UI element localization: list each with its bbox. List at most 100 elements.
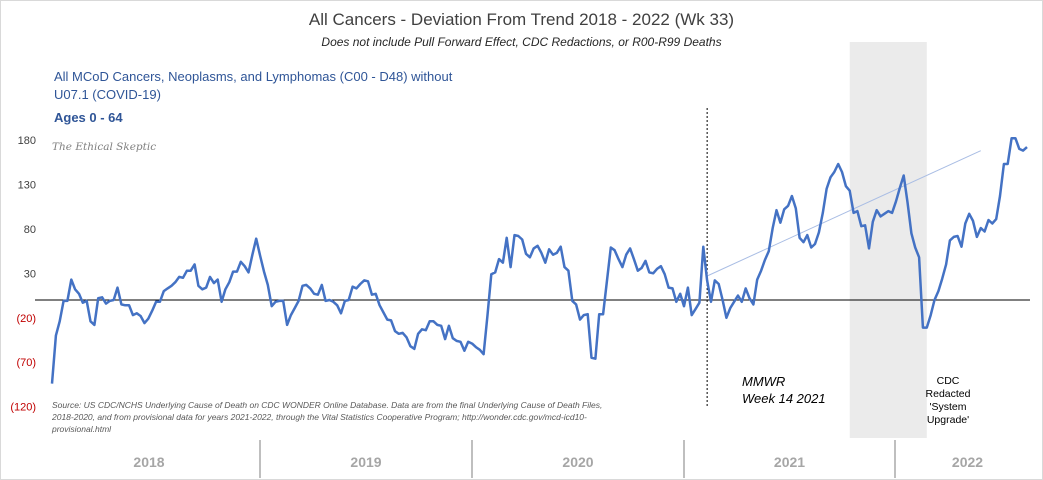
data-point: [367, 280, 369, 282]
data-point: [221, 301, 223, 303]
x-year-label: 2020: [562, 454, 593, 470]
data-point: [787, 205, 789, 207]
data-point: [59, 320, 61, 322]
data-point: [964, 223, 966, 225]
data-point: [914, 247, 916, 249]
data-point: [799, 237, 801, 239]
data-point: [182, 277, 184, 279]
data-point: [833, 171, 835, 173]
data-point: [687, 287, 689, 289]
data-point: [598, 313, 600, 315]
data-point: [382, 311, 384, 313]
y-tick-label: (70): [16, 357, 36, 369]
data-point: [961, 246, 963, 248]
x-year-label: 2022: [952, 454, 983, 470]
data-point: [849, 190, 851, 192]
data-point: [625, 254, 627, 256]
data-point: [201, 288, 203, 290]
data-point: [251, 254, 253, 256]
data-point: [55, 335, 57, 337]
data-point: [594, 358, 596, 360]
data-point: [255, 238, 257, 240]
data-point: [991, 223, 993, 225]
data-point: [976, 236, 978, 238]
data-point: [379, 304, 381, 306]
data-point: [695, 308, 697, 310]
data-point: [768, 250, 770, 252]
x-year-label: 2018: [133, 454, 164, 470]
data-point: [471, 343, 473, 345]
data-point: [529, 256, 531, 258]
data-point: [741, 301, 743, 303]
data-point: [968, 213, 970, 215]
data-point: [760, 270, 762, 272]
data-point: [883, 213, 885, 215]
mmwr-line-1: MMWR: [742, 374, 786, 389]
data-point: [710, 301, 712, 303]
data-point: [332, 301, 334, 303]
data-point: [806, 234, 808, 236]
data-point: [224, 288, 226, 290]
data-point: [510, 266, 512, 268]
data-point: [641, 267, 643, 269]
data-point: [359, 283, 361, 285]
data-point: [575, 303, 577, 305]
data-point: [664, 273, 666, 275]
cdc-line-4: Upgrade': [926, 414, 970, 426]
data-point: [475, 346, 477, 348]
data-point: [321, 284, 323, 286]
data-point: [463, 350, 465, 352]
data-point: [163, 290, 165, 292]
data-point: [406, 336, 408, 338]
data-point: [668, 287, 670, 289]
data-point: [375, 293, 377, 295]
data-point: [124, 304, 126, 306]
data-point: [290, 314, 292, 316]
data-point: [228, 281, 230, 283]
data-point: [672, 287, 674, 289]
data-point: [579, 319, 581, 321]
data-point: [945, 263, 947, 265]
data-point: [810, 247, 812, 249]
data-point: [918, 256, 920, 258]
data-point: [1018, 148, 1020, 150]
data-point: [217, 279, 219, 281]
data-point: [413, 348, 415, 350]
data-point: [132, 314, 134, 316]
y-tick-label: 180: [18, 135, 36, 147]
chart-title: All Cancers - Deviation From Trend 2018 …: [308, 10, 735, 29]
source-note: Source: US CDC/NCHS Underlying Cause of …: [52, 400, 603, 434]
watermark: The Ethical Skeptic: [52, 141, 157, 153]
data-point: [483, 353, 485, 355]
data-point: [995, 218, 997, 220]
cdc-line-1: CDC: [936, 375, 960, 387]
data-point: [390, 319, 392, 321]
data-point: [706, 279, 708, 281]
data-point: [278, 300, 280, 302]
data-point: [487, 314, 489, 316]
data-point: [352, 286, 354, 288]
data-point: [236, 271, 238, 273]
data-point: [205, 287, 207, 289]
data-point: [93, 324, 95, 326]
data-point: [903, 175, 905, 177]
data-point: [972, 220, 974, 222]
data-point: [621, 266, 623, 268]
y-tick-label: 30: [24, 268, 36, 280]
data-point: [552, 254, 554, 256]
data-point: [776, 209, 778, 211]
data-point: [749, 297, 751, 299]
data-point: [691, 314, 693, 316]
data-point: [718, 283, 720, 285]
data-point: [302, 285, 304, 287]
data-point: [159, 301, 161, 303]
data-point: [86, 300, 88, 302]
data-point: [506, 237, 508, 239]
data-point: [436, 324, 438, 326]
data-point: [637, 270, 639, 272]
chart-subtitle: Does not include Pull Forward Effect, CD…: [321, 35, 722, 49]
data-point: [494, 271, 496, 273]
data-point: [517, 235, 519, 237]
data-point: [841, 171, 843, 173]
data-point: [907, 201, 909, 203]
